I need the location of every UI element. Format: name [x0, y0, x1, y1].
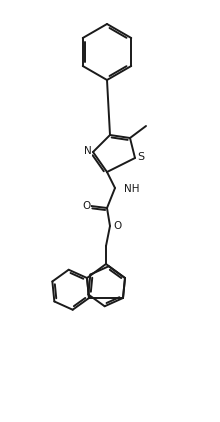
Text: N: N: [84, 146, 92, 156]
Text: O: O: [82, 201, 90, 211]
Text: S: S: [138, 152, 145, 162]
Text: NH: NH: [124, 184, 139, 194]
Text: O: O: [113, 221, 121, 231]
